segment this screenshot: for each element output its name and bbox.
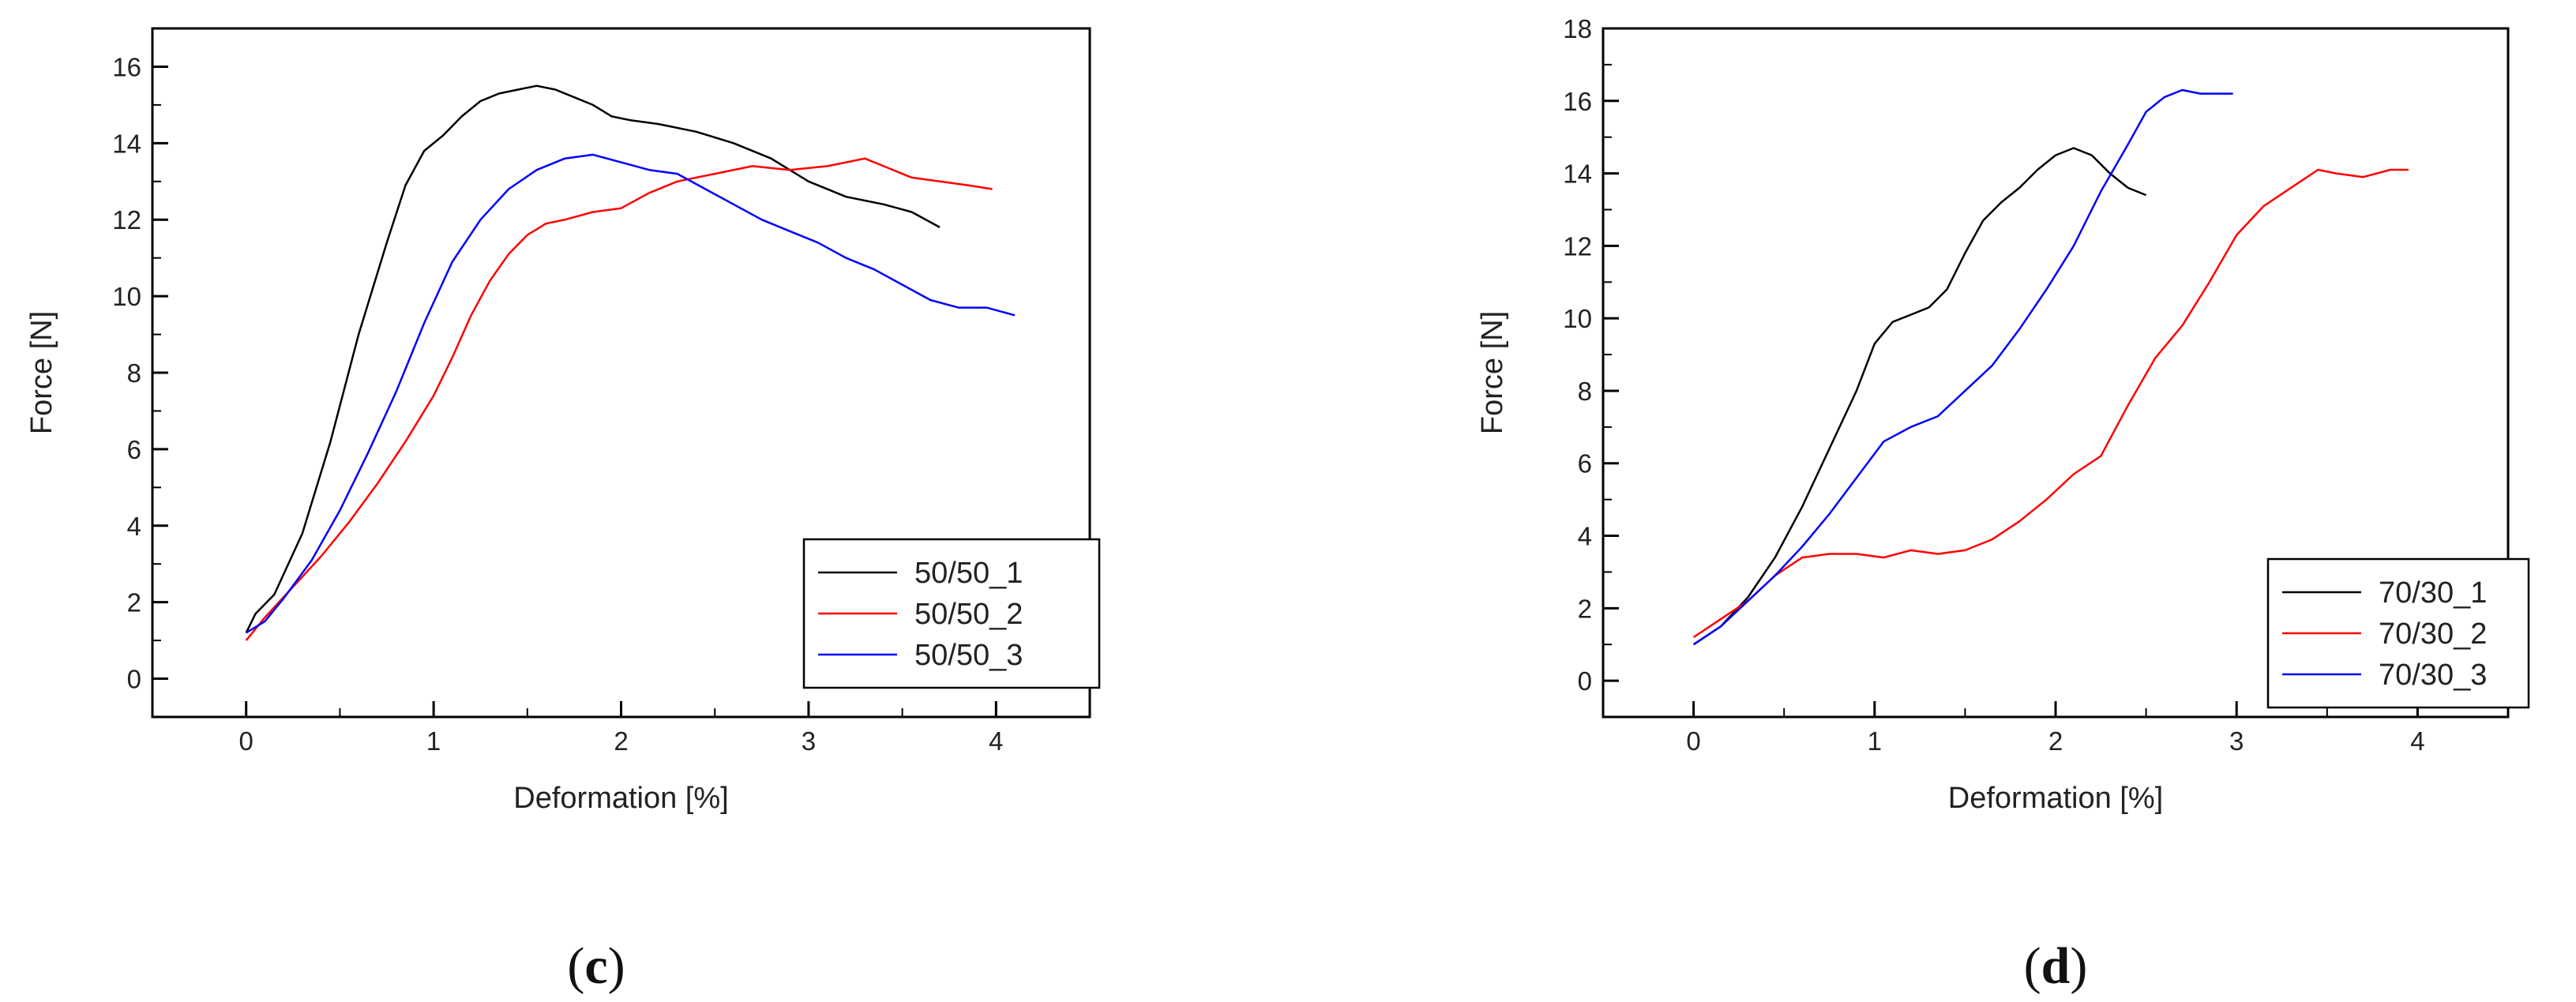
series-line-50/50_3 xyxy=(246,153,1016,634)
x-tick-label: 1 xyxy=(426,726,441,756)
legend-entry-label: 50/50_3 xyxy=(914,639,1023,672)
y-tick-label: 8 xyxy=(127,358,141,388)
legend-entry-label: 50/50_2 xyxy=(914,598,1023,631)
y-tick-label: 12 xyxy=(112,205,141,235)
y-tick-label: 6 xyxy=(127,435,141,464)
y-tick-label: 2 xyxy=(1578,594,1592,623)
x-tick-label: 1 xyxy=(1868,726,1882,756)
legend-entry-label: 70/30_1 xyxy=(2379,576,2487,610)
legend: 70/30_1 70/30_2 70/30_3 xyxy=(2266,557,2530,709)
x-tick-label: 4 xyxy=(2410,726,2424,756)
y-tick-label: 16 xyxy=(1563,87,1592,116)
legend-entry-label: 50/50_1 xyxy=(914,557,1023,590)
x-axis-title: Deformation [%] xyxy=(1948,782,2163,815)
x-tick-label: 2 xyxy=(2048,726,2063,756)
legend-entry-label: 70/30_2 xyxy=(2379,617,2487,651)
panel-caption: (d) xyxy=(2024,937,2088,995)
legend-entry-label: 70/30_3 xyxy=(2379,659,2487,692)
y-axis-title: Force [N] xyxy=(25,311,58,434)
y-tick-label: 6 xyxy=(1578,449,1592,478)
y-tick-label: 14 xyxy=(112,129,141,158)
x-axis-title: Deformation [%] xyxy=(513,782,728,815)
y-tick-label: 0 xyxy=(1578,666,1592,696)
y-tick-label: 10 xyxy=(1563,304,1592,333)
y-tick-label: 12 xyxy=(1563,231,1592,261)
y-tick-label: 18 xyxy=(1563,14,1592,43)
y-tick-label: 2 xyxy=(127,588,141,617)
y-tick-label: 14 xyxy=(1563,159,1592,189)
series-line-50/50_1 xyxy=(245,84,941,633)
y-tick-label: 8 xyxy=(1578,377,1592,406)
series-line-70/30_1 xyxy=(1692,147,2147,646)
y-axis-title: Force [N] xyxy=(1476,311,1509,434)
legend: 50/50_1 50/50_2 50/50_3 xyxy=(802,538,1101,689)
x-tick-label: 0 xyxy=(1686,726,1700,756)
y-tick-label: 10 xyxy=(112,282,141,311)
y-tick-label: 4 xyxy=(127,512,141,541)
y-tick-label: 4 xyxy=(1578,522,1592,551)
x-tick-label: 4 xyxy=(989,726,1003,756)
series-line-50/50_2 xyxy=(245,157,993,641)
series-line-70/30_2 xyxy=(1692,168,2409,639)
x-tick-label: 2 xyxy=(614,726,628,756)
y-tick-label: 16 xyxy=(112,52,141,81)
panel-caption: (c) xyxy=(567,937,625,995)
y-tick-label: 0 xyxy=(127,665,141,694)
series-line-70/30_3 xyxy=(1692,88,2233,646)
x-tick-label: 3 xyxy=(802,726,816,756)
x-tick-label: 3 xyxy=(2229,726,2244,756)
x-tick-label: 0 xyxy=(239,726,253,756)
